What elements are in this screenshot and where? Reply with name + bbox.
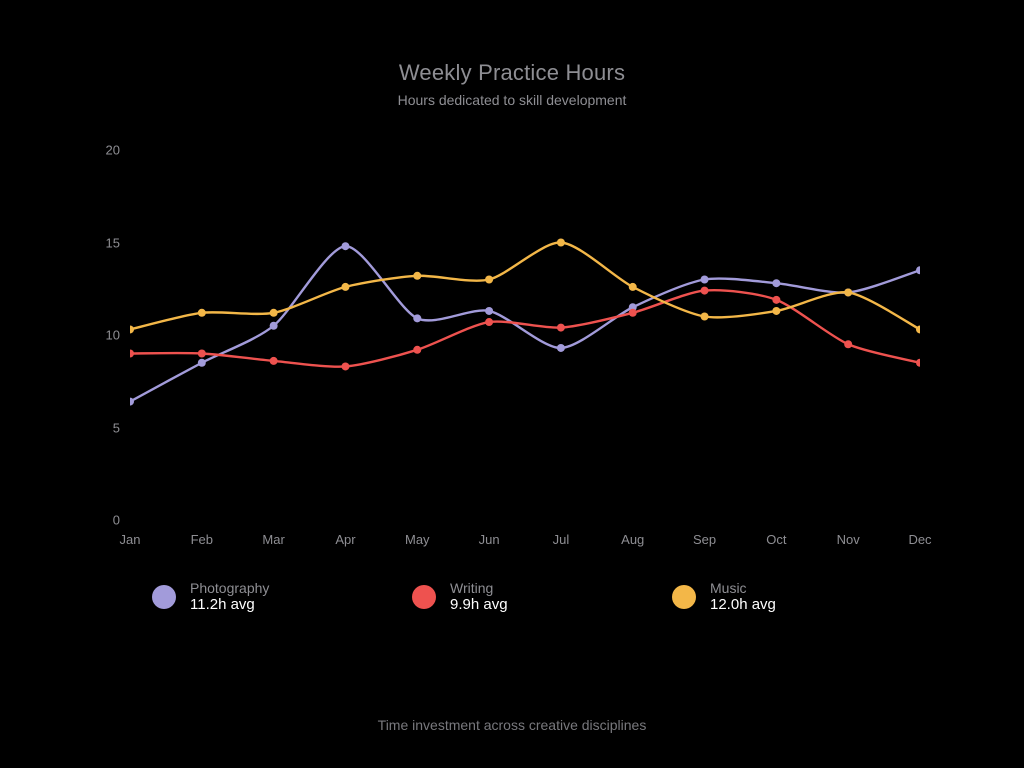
series-point-photography [701, 276, 709, 284]
series-point-music [557, 239, 565, 247]
y-tick-label: 10 [90, 328, 120, 343]
series-point-photography [772, 279, 780, 287]
y-tick-label: 5 [90, 420, 120, 435]
series-point-writing [916, 359, 920, 367]
series-point-writing [341, 362, 349, 370]
x-tick-label: Jun [479, 532, 500, 547]
context-note: Time investment across creative discipli… [0, 717, 1024, 733]
x-tick-label: May [405, 532, 430, 547]
legend-item-writing: Writing9.9h avg [412, 580, 612, 613]
legend: Photography11.2h avg Writing9.9h avg Music… [0, 580, 1024, 613]
legend-text-writing: Writing9.9h avg [450, 580, 508, 613]
series-line-writing [130, 290, 920, 366]
series-point-photography [270, 322, 278, 330]
chart-svg [130, 150, 920, 520]
legend-text-photography: Photography11.2h avg [190, 580, 269, 613]
x-tick-label: Jan [120, 532, 141, 547]
series-point-music [341, 283, 349, 291]
series-point-music [772, 307, 780, 315]
legend-value-writing: 9.9h avg [450, 596, 508, 613]
series-point-writing [270, 357, 278, 365]
series-point-music [413, 272, 421, 280]
series-point-writing [772, 296, 780, 304]
legend-dot-writing [412, 585, 436, 609]
series-point-photography [557, 344, 565, 352]
series-point-photography [916, 266, 920, 274]
series-point-music [270, 309, 278, 317]
series-point-writing [198, 350, 206, 358]
series-point-writing [844, 340, 852, 348]
chart-title: Weekly Practice Hours [0, 60, 1024, 86]
plot-area [130, 150, 920, 520]
series-point-music [629, 283, 637, 291]
series-point-photography [341, 242, 349, 250]
series-point-music [130, 325, 134, 333]
x-tick-label: Feb [191, 532, 213, 547]
legend-text-music: Music12.0h avg [710, 580, 776, 613]
x-tick-label: Oct [766, 532, 786, 547]
x-tick-label: Jul [553, 532, 570, 547]
x-tick-label: Sep [693, 532, 716, 547]
y-tick-label: 20 [90, 143, 120, 158]
legend-dot-music [672, 585, 696, 609]
series-point-photography [198, 359, 206, 367]
legend-label-writing: Writing [450, 580, 508, 596]
legend-item-photography: Photography11.2h avg [152, 580, 352, 613]
series-point-photography [413, 314, 421, 322]
chart-subtitle: Hours dedicated to skill development [0, 92, 1024, 108]
series-point-writing [701, 287, 709, 295]
series-point-writing [629, 309, 637, 317]
series-point-photography [485, 307, 493, 315]
series-point-music [701, 313, 709, 321]
series-point-music [844, 288, 852, 296]
legend-value-music: 12.0h avg [710, 596, 776, 613]
series-point-music [485, 276, 493, 284]
y-tick-label: 15 [90, 235, 120, 250]
x-tick-label: Nov [837, 532, 860, 547]
series-point-writing [485, 318, 493, 326]
legend-item-music: Music12.0h avg [672, 580, 872, 613]
series-point-music [198, 309, 206, 317]
legend-label-music: Music [710, 580, 776, 596]
x-tick-label: Mar [262, 532, 284, 547]
legend-label-photography: Photography [190, 580, 269, 596]
series-point-writing [557, 324, 565, 332]
x-tick-label: Apr [335, 532, 355, 547]
series-point-writing [130, 350, 134, 358]
x-tick-label: Aug [621, 532, 644, 547]
y-tick-label: 0 [90, 513, 120, 528]
series-point-writing [413, 346, 421, 354]
legend-dot-photography [152, 585, 176, 609]
legend-value-photography: 11.2h avg [190, 596, 269, 613]
x-tick-label: Dec [908, 532, 931, 547]
